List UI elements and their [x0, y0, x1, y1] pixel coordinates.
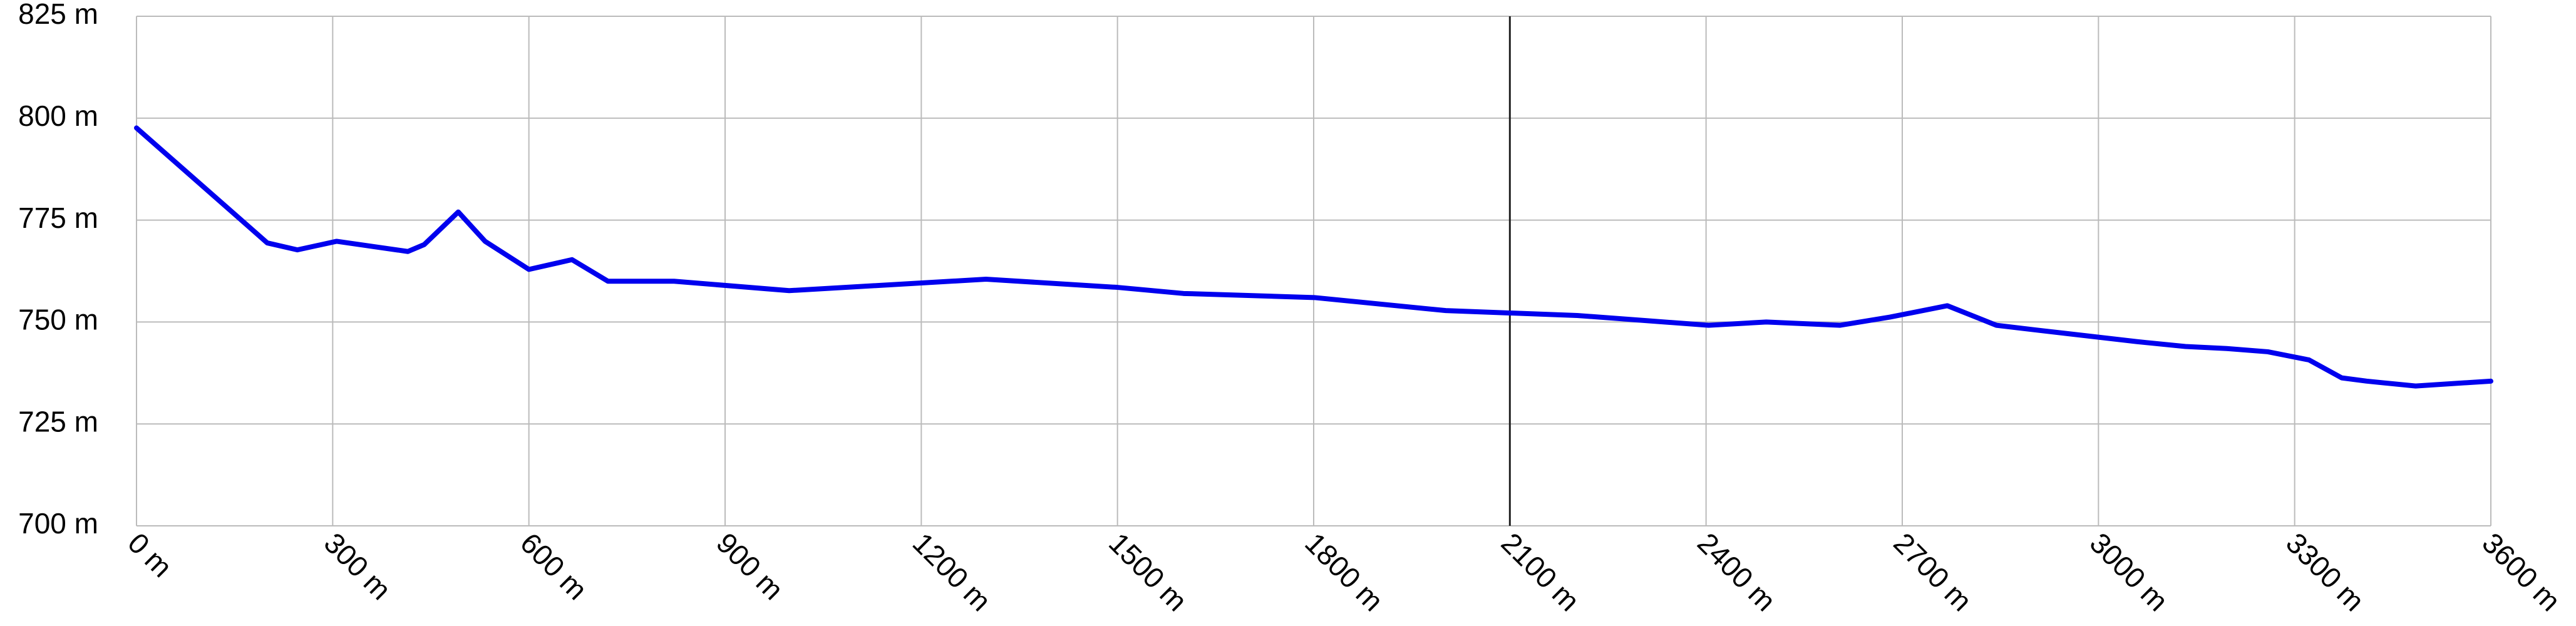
x-tick-label: 1500 m [1103, 526, 1193, 617]
y-tick-label: 700 m [18, 507, 98, 540]
x-tick-label: 900 m [710, 526, 790, 606]
x-tick-label: 1200 m [907, 526, 997, 617]
x-tick-label: 300 m [318, 526, 398, 606]
x-tick-label: 2700 m [1887, 526, 1978, 617]
y-tick-label: 750 m [18, 304, 98, 336]
y-tick-label: 800 m [18, 100, 98, 132]
x-tick-label: 2100 m [1495, 526, 1586, 617]
x-tick-label: 3300 m [2280, 526, 2371, 617]
x-tick-label: 600 m [514, 526, 594, 606]
x-tick-label: 3600 m [2476, 526, 2567, 617]
x-tick-label: 2400 m [1691, 526, 1782, 617]
y-tick-label: 775 m [18, 202, 98, 234]
y-tick-label: 825 m [18, 0, 98, 30]
elevation-line [134, 125, 2493, 389]
x-tick-label: 0 m [121, 526, 178, 583]
x-tick-label: 3000 m [2084, 526, 2175, 617]
y-tick-label: 725 m [18, 405, 98, 438]
x-tick-label: 1800 m [1299, 526, 1389, 617]
